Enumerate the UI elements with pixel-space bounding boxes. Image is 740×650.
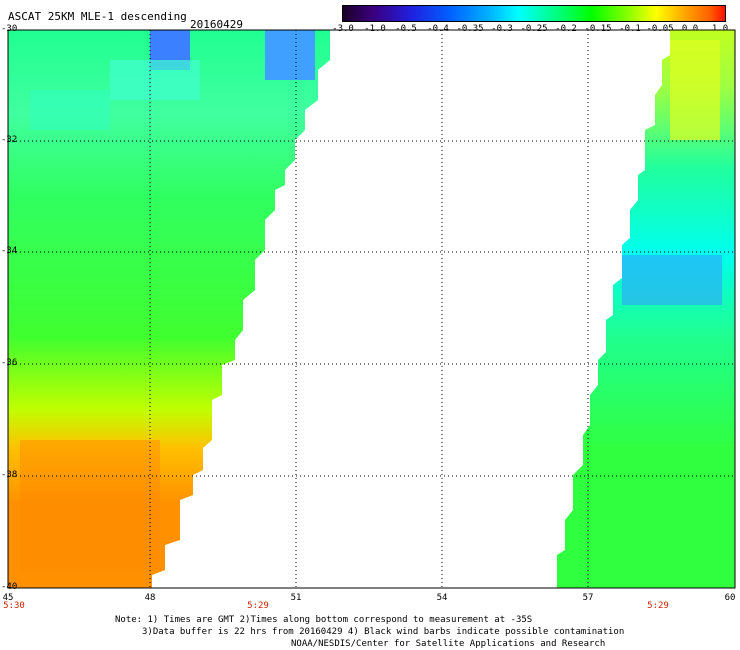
lon-label: 60 [724, 593, 736, 603]
map-frame [7, 29, 736, 589]
lat-label: -34 [1, 246, 18, 256]
right-swath-patch [622, 255, 722, 305]
colorbar-tick: -0.15 [584, 24, 612, 34]
map-date: 20160429 [190, 18, 243, 31]
lon-label: 51 [290, 593, 302, 603]
right-swath-patch [670, 40, 720, 140]
colorbar-tick: 0.0 [681, 24, 699, 34]
left-swath-patch [265, 30, 315, 80]
time-label: 5:30 [3, 601, 25, 611]
colorbar-tick: -0.5 [395, 24, 417, 34]
colorbar-tick: -0.25 [520, 24, 548, 34]
lat-label: -32 [1, 135, 18, 145]
map-grid [8, 30, 735, 588]
colorbar-gradient [343, 6, 725, 21]
right-swath [557, 30, 735, 588]
colorbar-tick: -0.2 [555, 24, 577, 34]
lon-label: 48 [144, 593, 156, 603]
colorbar-tick: -1.0 [364, 24, 386, 34]
colorbar-tick: -0.4 [427, 24, 449, 34]
lon-label: 54 [436, 593, 448, 603]
colorbar-tick: -0.3 [491, 24, 513, 34]
note-line: NOAA/NESDIS/Center for Satellite Applica… [291, 639, 606, 649]
colorbar-tick: -3.0 [332, 24, 354, 34]
map-title: ASCAT 25KM MLE-1 descending [8, 10, 187, 23]
colorbar-tick: 1.0 [711, 24, 729, 34]
lat-label: -36 [1, 358, 18, 368]
note-line: 3)Data buffer is 22 hrs from 20160429 4)… [142, 627, 625, 637]
left-swath-patch [20, 440, 160, 570]
note-line: Note: 1) Times are GMT 2)Times along bot… [115, 615, 533, 625]
colorbar-tick: -0.35 [456, 24, 484, 34]
left-swath-patch [110, 60, 200, 100]
colorbar-tick: -0.05 [646, 24, 674, 34]
lat-label: -30 [1, 24, 18, 34]
lat-label: -38 [1, 470, 18, 480]
lon-label: 57 [582, 593, 594, 603]
colorbar [342, 5, 726, 22]
time-label: 5:29 [247, 601, 269, 611]
lat-label: -40 [1, 582, 18, 592]
time-label: 5:29 [647, 601, 669, 611]
lon-label: 45 [2, 593, 14, 603]
left-swath-patch [30, 90, 110, 130]
colorbar-tick: -0.1 [619, 24, 641, 34]
